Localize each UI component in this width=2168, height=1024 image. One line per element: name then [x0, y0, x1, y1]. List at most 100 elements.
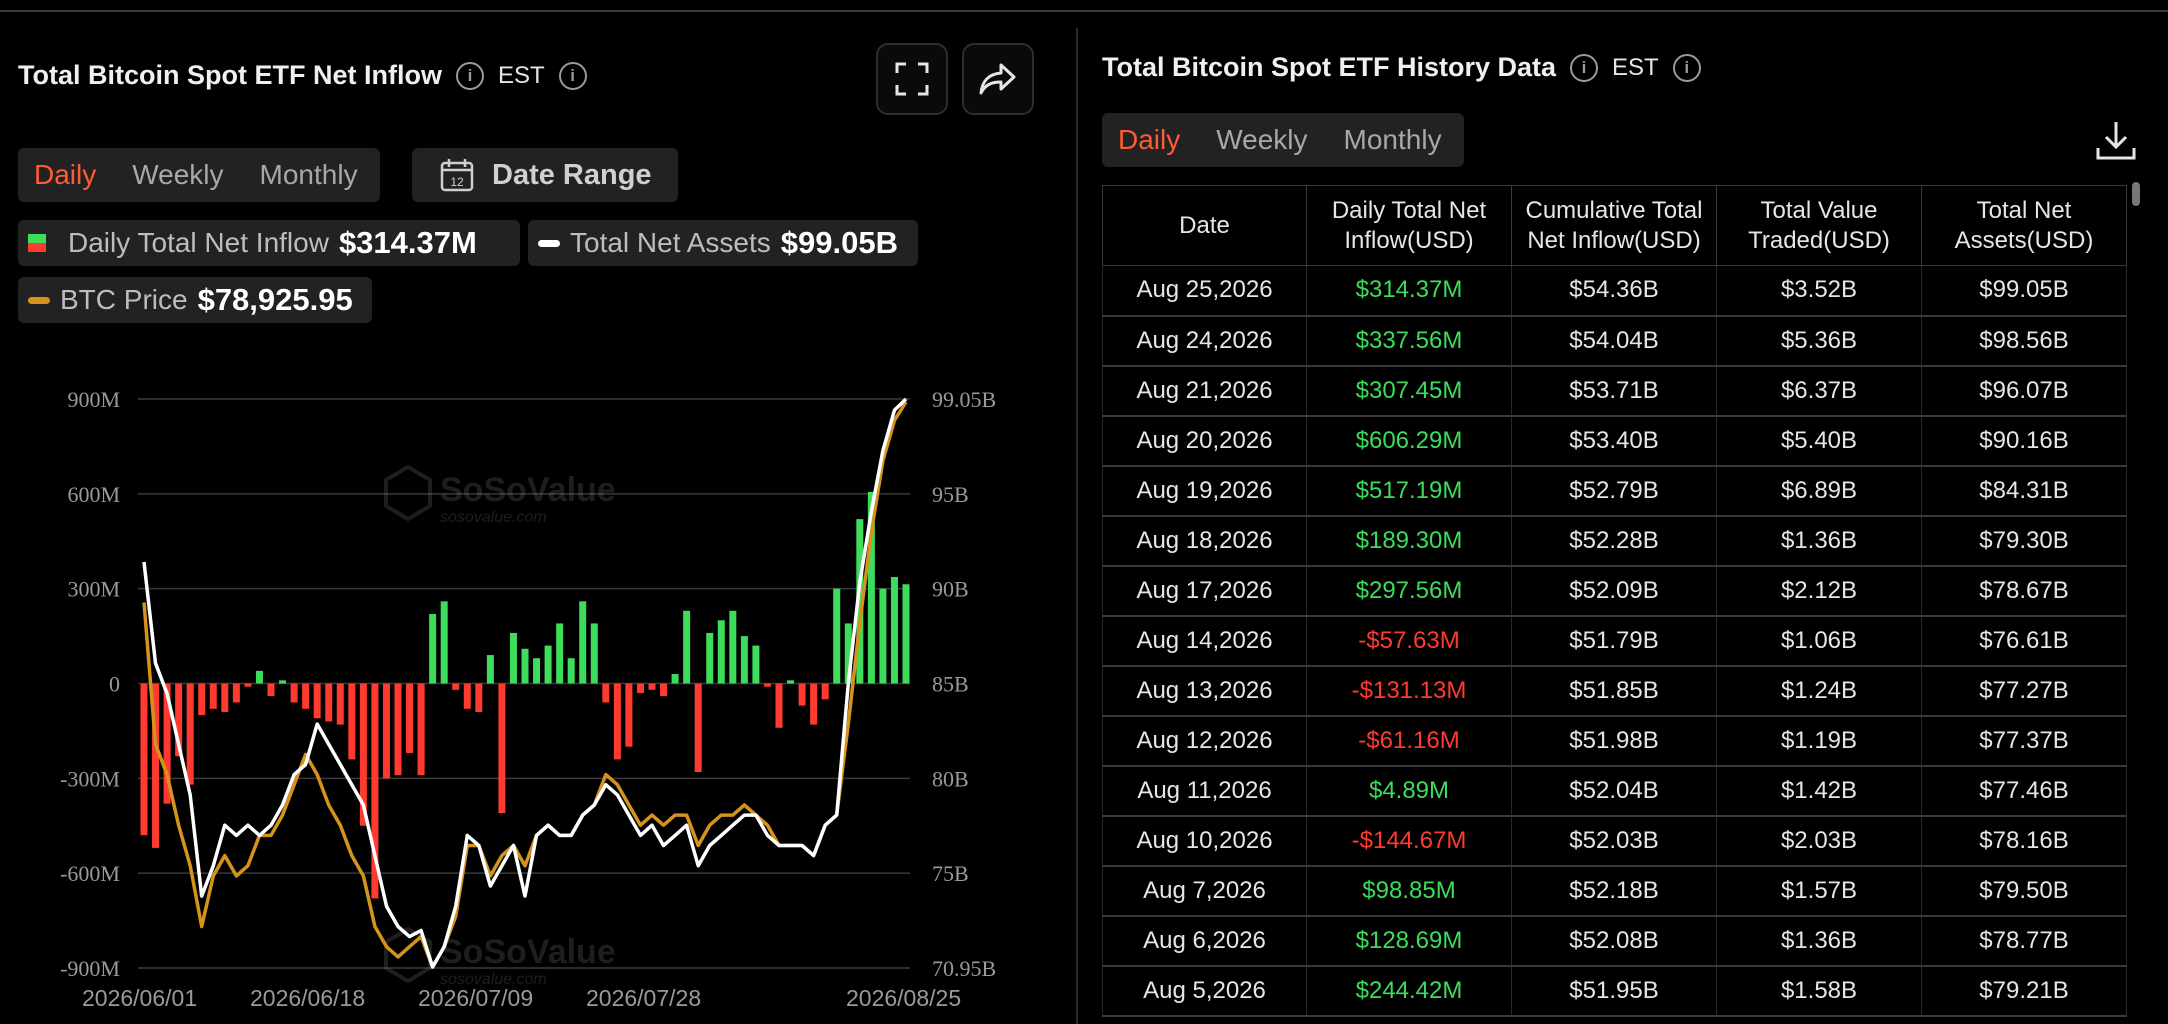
- inflow-bar: [429, 613, 437, 684]
- watermark-logo-icon: [384, 926, 432, 984]
- inflow-bar: [209, 683, 217, 709]
- tab-weekly[interactable]: Weekly: [132, 159, 224, 190]
- inflow-bar: [856, 519, 864, 684]
- inflow-bar: [787, 680, 795, 684]
- table-row[interactable]: Aug 24,2026 $337.56M $54.04B $5.36B $98.56B: [1102, 315, 2127, 367]
- table-row[interactable]: Aug 6,2026 $128.69M $52.08B $1.36B $78.77B: [1102, 915, 2127, 967]
- table-row[interactable]: Aug 11,2026 $4.89M $52.04B $1.42B $77.46B: [1102, 765, 2127, 817]
- right-axis-labels: 99.05B 95B 90B 85B 80B 75B 70.95B: [932, 387, 996, 981]
- inflow-bar: [556, 623, 564, 684]
- history-title: Total Bitcoin Spot ETF History Data: [1102, 52, 1557, 82]
- inflow-bar: [660, 683, 668, 697]
- left-axis-tick: -300M: [60, 766, 120, 791]
- cell-cumulative-inflow: $52.08B: [1511, 915, 1717, 967]
- cell-value-traded: $1.24B: [1716, 665, 1922, 717]
- inflow-bar: [175, 683, 183, 757]
- inflow-bar: [763, 683, 771, 687]
- btc-legend-swatch: [28, 296, 50, 304]
- cell-date: Aug 25,2026: [1102, 265, 1307, 317]
- inflow-bar: [244, 683, 252, 687]
- share-button[interactable]: [962, 43, 1034, 115]
- table-row[interactable]: Aug 17,2026 $297.56M $52.09B $2.12B $78.67B: [1102, 565, 2127, 617]
- inflow-bar: [798, 683, 806, 706]
- timezone-info-icon[interactable]: i: [1672, 53, 1701, 82]
- inflow-bar: [463, 683, 471, 709]
- history-header: Total Bitcoin Spot ETF History Data i ES…: [1102, 52, 1701, 83]
- watermark-logo-icon: [384, 464, 432, 522]
- inflow-bar: [752, 645, 760, 684]
- cell-value-traded: $6.37B: [1716, 365, 1922, 417]
- cell-value-traded: $1.57B: [1716, 865, 1922, 917]
- tab-monthly[interactable]: Monthly: [259, 159, 358, 190]
- table-row[interactable]: Aug 19,2026 $517.19M $52.79B $6.89B $84.31B: [1102, 465, 2127, 517]
- column-header-net-assets[interactable]: Total Net Assets(USD): [1921, 185, 2127, 266]
- svg-text:12: 12: [450, 175, 464, 189]
- table-row[interactable]: Aug 14,2026 -$57.63M $51.79B $1.06B $76.61B: [1102, 615, 2127, 667]
- cell-daily-inflow: $189.30M: [1306, 515, 1512, 567]
- table-row[interactable]: Aug 10,2026 -$144.67M $52.03B $2.03B $78.16B: [1102, 815, 2127, 867]
- table-scrollbar[interactable]: [2132, 182, 2140, 206]
- legend-assets-value: $99.05B: [780, 225, 898, 260]
- table-row[interactable]: Aug 21,2026 $307.45M $53.71B $6.37B $96.07B: [1102, 365, 2127, 417]
- left-axis-tick: 900M: [67, 387, 120, 412]
- table-row[interactable]: Aug 5,2026 $244.42M $51.95B $1.58B $79.21B: [1102, 965, 2127, 1017]
- inflow-bar: [683, 610, 691, 684]
- table-row[interactable]: Aug 20,2026 $606.29M $53.40B $5.40B $90.16B: [1102, 415, 2127, 467]
- cell-daily-inflow: -$61.16M: [1306, 715, 1512, 767]
- column-header-daily-inflow[interactable]: Daily Total Net Inflow(USD): [1306, 185, 1512, 266]
- column-header-cumulative-inflow[interactable]: Cumulative Total Net Inflow(USD): [1511, 185, 1717, 266]
- inflow-bar: [729, 610, 737, 684]
- panel-divider: [1076, 28, 1078, 1024]
- timezone-info-icon[interactable]: i: [558, 61, 587, 90]
- legend-btc[interactable]: BTC Price $78,925.95: [18, 277, 372, 323]
- left-axis-tick: 300M: [67, 577, 120, 602]
- legend-assets-label: Total Net Assets: [570, 227, 771, 258]
- tab-daily[interactable]: Daily: [34, 159, 97, 190]
- legend-assets[interactable]: Total Net Assets $99.05B: [528, 220, 918, 266]
- column-header-value-traded[interactable]: Total Value Traded(USD): [1716, 185, 1922, 266]
- inflow-bar: [648, 683, 656, 690]
- table-row[interactable]: Aug 7,2026 $98.85M $52.18B $1.57B $79.50B: [1102, 865, 2127, 917]
- inflow-bar: [902, 584, 910, 684]
- inflow-bar: [359, 683, 367, 826]
- download-icon[interactable]: [2094, 118, 2138, 162]
- table-row[interactable]: Aug 25,2026 $314.37M $54.36B $3.52B $99.05B: [1102, 265, 2127, 317]
- date-range-button[interactable]: 12 Date Range: [412, 148, 678, 202]
- tab-monthly[interactable]: Monthly: [1343, 124, 1442, 155]
- history-timezone-label: EST: [1612, 53, 1659, 81]
- column-header-date[interactable]: Date: [1102, 185, 1307, 266]
- cell-cumulative-inflow: $52.79B: [1511, 465, 1717, 517]
- right-axis-tick: 75B: [932, 861, 969, 886]
- cell-date: Aug 21,2026: [1102, 365, 1307, 417]
- info-icon[interactable]: i: [1570, 53, 1599, 82]
- inflow-bar: [740, 636, 748, 684]
- net-inflow-header: Total Bitcoin Spot ETF Net Inflow i EST …: [18, 60, 587, 91]
- net-inflow-title: Total Bitcoin Spot ETF Net Inflow: [18, 60, 442, 90]
- tab-daily[interactable]: Daily: [1118, 124, 1181, 155]
- table-row[interactable]: Aug 13,2026 -$131.13M $51.85B $1.24B $77.27B: [1102, 665, 2127, 717]
- tab-weekly[interactable]: Weekly: [1216, 124, 1308, 155]
- inflow-bar: [533, 658, 541, 684]
- table-row[interactable]: Aug 12,2026 -$61.16M $51.98B $1.19B $77.37B: [1102, 715, 2127, 767]
- cell-net-assets: $78.16B: [1921, 815, 2127, 867]
- right-axis-tick: 85B: [932, 672, 969, 697]
- cell-daily-inflow: $128.69M: [1306, 915, 1512, 967]
- fullscreen-button[interactable]: [876, 43, 948, 115]
- table-row[interactable]: Aug 18,2026 $189.30M $52.28B $1.36B $79.30B: [1102, 515, 2127, 567]
- cell-date: Aug 14,2026: [1102, 615, 1307, 667]
- info-icon[interactable]: i: [455, 61, 484, 90]
- inflow-bar: [221, 683, 229, 712]
- top-border: [0, 10, 2168, 12]
- inflow-bar: [302, 683, 310, 709]
- inflow-bar: [267, 683, 275, 697]
- legend-inflow[interactable]: Daily Total Net Inflow $314.37M: [18, 220, 520, 266]
- cell-date: Aug 24,2026: [1102, 315, 1307, 367]
- left-axis-tick: 0: [109, 672, 120, 697]
- cell-daily-inflow: $517.19M: [1306, 465, 1512, 517]
- left-axis-labels: 900M 600M 300M 0 -300M -600M -900M: [60, 387, 120, 981]
- legend-inflow-value: $314.37M: [338, 225, 477, 260]
- inflow-bar: [717, 620, 725, 684]
